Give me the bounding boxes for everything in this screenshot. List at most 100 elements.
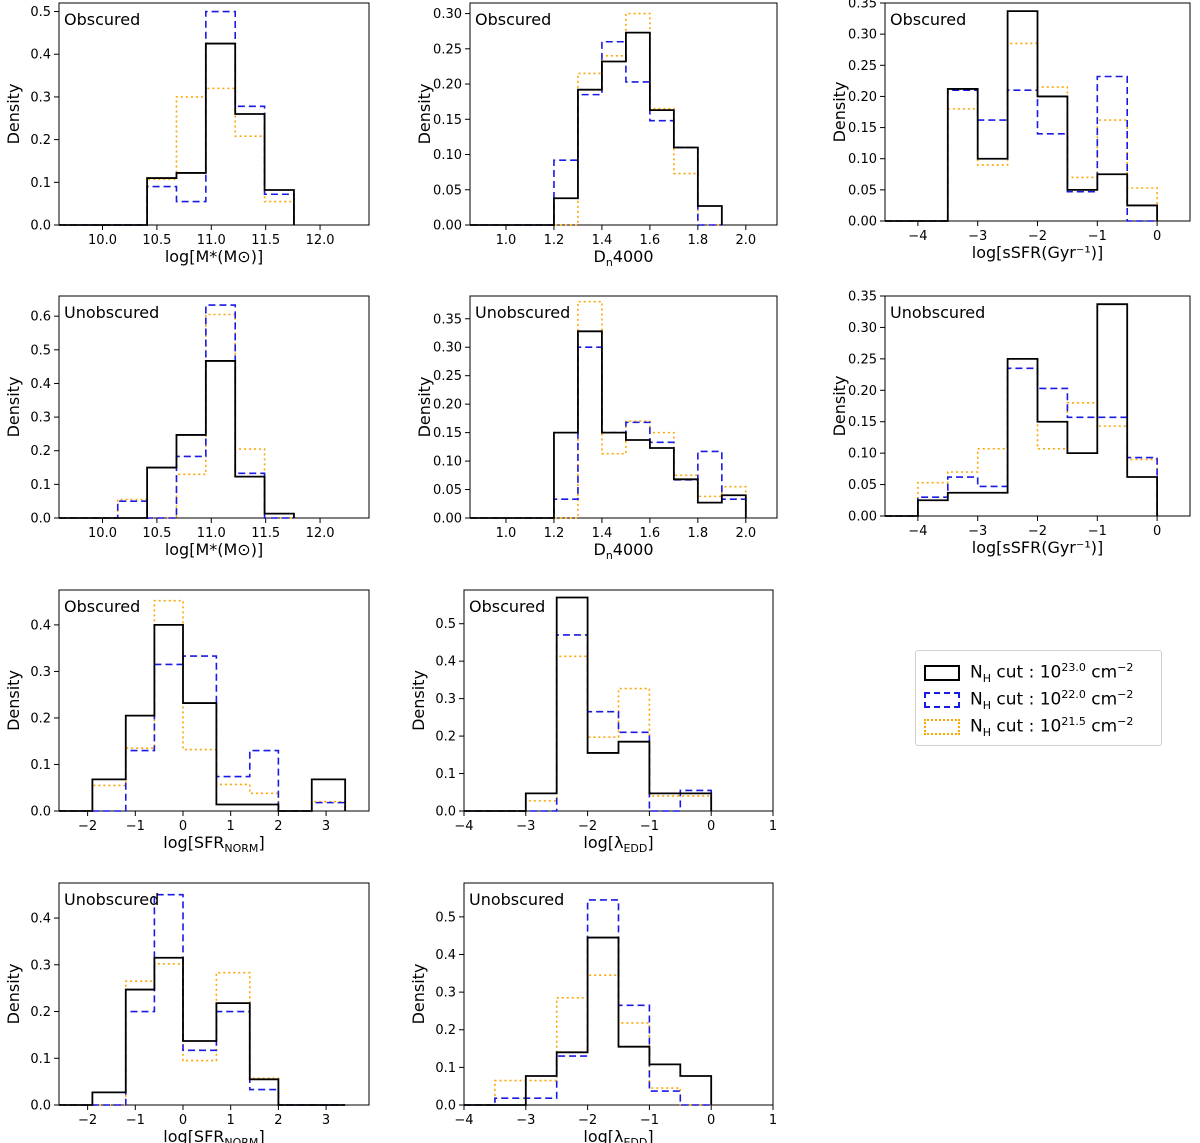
histogram-black bbox=[464, 596, 713, 812]
y-tick-label: 0.1 bbox=[30, 176, 51, 191]
x-tick-label: 12.0 bbox=[306, 233, 335, 248]
legend-swatch-black bbox=[924, 665, 960, 681]
legend: NH cut : 1023.0 cm−2 NH cut : 1022.0 cm−… bbox=[915, 650, 1162, 746]
panel-dn-obscured: 1.0 1.2 1.4 1.6 1.8 2.0 0.00 0.05 0.10 0.15 0.20 0.… bbox=[415, 2, 778, 269]
x-tick-label: 0 bbox=[707, 1113, 715, 1128]
legend-label-orange: NH cut : 1021.5 cm−2 bbox=[970, 714, 1134, 740]
x-tick-label: −2 bbox=[1028, 229, 1047, 244]
y-tick-label: 0.0 bbox=[435, 1099, 456, 1114]
y-tick-label: 0.05 bbox=[433, 183, 462, 198]
y-tick-label: 0.6 bbox=[30, 310, 51, 325]
x-tick-label: 1.6 bbox=[640, 233, 661, 248]
panel-title: Unobscured bbox=[64, 303, 159, 322]
x-tick-label: 2 bbox=[274, 1113, 282, 1128]
y-tick-label: 0.5 bbox=[435, 617, 456, 632]
x-tick-label: 0 bbox=[707, 819, 715, 834]
y-tick-label: 0.4 bbox=[30, 377, 51, 392]
x-tick-label: −3 bbox=[516, 1113, 535, 1128]
x-tick-label: 10.5 bbox=[142, 526, 171, 541]
y-tick-label: 0.1 bbox=[30, 758, 51, 773]
histogram-blue bbox=[59, 893, 346, 1106]
y-tick-label: 0.3 bbox=[435, 986, 456, 1001]
x-tick-label: 1.0 bbox=[496, 526, 517, 541]
y-tick-label: 0.2 bbox=[435, 1023, 456, 1038]
histogram-black bbox=[59, 42, 295, 226]
y-tick-label: 0.4 bbox=[30, 48, 51, 63]
y-tick-label: 0.15 bbox=[848, 121, 877, 136]
y-tick-label: 0.4 bbox=[435, 655, 456, 670]
y-axis-label: Density bbox=[409, 964, 428, 1025]
y-tick-label: 0.2 bbox=[30, 444, 51, 459]
y-tick-label: 0.3 bbox=[30, 90, 51, 105]
y-tick-label: 0.10 bbox=[848, 152, 877, 167]
panel-edd-unobscured: −4 −3 −2 −1 0 1 0.0 0.1 0.2 0.3 0.4 0.5 Unobscured De… bbox=[409, 882, 777, 1143]
x-tick-label: 1.8 bbox=[688, 233, 709, 248]
x-tick-label: 0 bbox=[179, 819, 187, 834]
panel-sfrnorm-obscured: −2 −1 0 1 2 3 0.0 0.1 0.2 0.3 0.4 Obscured Density lo… bbox=[4, 589, 370, 855]
x-tick-label: −1 bbox=[126, 819, 145, 834]
y-tick-label: 0.25 bbox=[433, 42, 462, 57]
panel-ssfr-obscured: −4 −3 −2 −1 0 0.00 0.05 0.10 0.15 0.20 0.25 0.30 0.3… bbox=[830, 0, 1191, 262]
histogram-black bbox=[59, 956, 346, 1106]
x-tick-label: 10.0 bbox=[88, 526, 117, 541]
y-axis-label: Density bbox=[4, 84, 23, 145]
histogram-black bbox=[470, 330, 747, 519]
x-axis-label: log[M*(M⊙)] bbox=[165, 540, 263, 559]
y-tick-label: 0.35 bbox=[848, 0, 877, 12]
x-tick-label: 11.0 bbox=[197, 233, 226, 248]
panel-mass-obscured: 10.0 10.5 11.0 11.5 12.0 0.0 0.1 0.2 0.3 0.4 0.5 Ob… bbox=[4, 2, 370, 266]
legend-entry-orange: NH cut : 1021.5 cm−2 bbox=[924, 715, 1133, 739]
histogram-orange bbox=[885, 358, 1158, 517]
axes-frame bbox=[463, 589, 774, 812]
histogram-orange bbox=[464, 974, 712, 1106]
x-tick-label: 1.4 bbox=[592, 526, 613, 541]
x-tick-label: 11.0 bbox=[197, 526, 226, 541]
legend-swatch-orange bbox=[924, 719, 960, 735]
y-tick-label: 0.25 bbox=[848, 59, 877, 74]
y-tick-label: 0.5 bbox=[435, 910, 456, 925]
x-tick-label: −2 bbox=[78, 1113, 97, 1128]
y-axis-label: Density bbox=[830, 376, 849, 437]
histogram-blue bbox=[59, 655, 346, 812]
y-tick-label: 0.30 bbox=[848, 28, 877, 43]
panel-dn-unobscured: 1.0 1.2 1.4 1.6 1.8 2.0 0.00 0.05 0.10 0.15 0.20 0.… bbox=[415, 295, 778, 562]
x-tick-label: −2 bbox=[578, 1113, 597, 1128]
histogram-black bbox=[470, 31, 723, 226]
x-tick-label: −2 bbox=[578, 819, 597, 834]
y-tick-label: 0.10 bbox=[433, 455, 462, 470]
y-tick-label: 0.10 bbox=[848, 447, 877, 462]
y-tick-label: 0.1 bbox=[435, 1061, 456, 1076]
x-tick-label: −4 bbox=[908, 524, 927, 539]
legend-swatch-blue bbox=[924, 692, 960, 708]
histogram-blue bbox=[885, 75, 1158, 222]
y-tick-label: 0.2 bbox=[435, 730, 456, 745]
x-tick-label: 2 bbox=[274, 819, 282, 834]
y-tick-label: 0.30 bbox=[433, 341, 462, 356]
histogram-black bbox=[59, 623, 347, 812]
y-axis-label: Density bbox=[409, 670, 428, 731]
y-tick-label: 0.4 bbox=[30, 618, 51, 633]
panel-title: Unobscured bbox=[890, 303, 985, 322]
panel-title: Unobscured bbox=[64, 890, 159, 909]
histogram-orange bbox=[59, 313, 294, 519]
x-axis-label: log[M*(M⊙)] bbox=[165, 247, 263, 266]
x-axis-label: log[SFRNORM] bbox=[163, 833, 264, 855]
x-tick-label: 10.5 bbox=[142, 233, 171, 248]
y-tick-label: 0.4 bbox=[435, 948, 456, 963]
x-tick-label: 2.0 bbox=[735, 233, 756, 248]
x-tick-label: −1 bbox=[640, 819, 659, 834]
y-tick-label: 0.25 bbox=[433, 369, 462, 384]
histogram-orange bbox=[470, 12, 722, 226]
y-axis-label: Density bbox=[4, 964, 23, 1025]
y-tick-label: 0.15 bbox=[848, 415, 877, 430]
x-tick-label: 1 bbox=[769, 1113, 777, 1128]
x-axis-label: log[SFRNORM] bbox=[163, 1127, 264, 1143]
y-tick-label: 0.30 bbox=[433, 7, 462, 22]
y-tick-label: 0.20 bbox=[433, 78, 462, 93]
panel-sfrnorm-unobscured: −2 −1 0 1 2 3 0.0 0.1 0.2 0.3 0.4 Unobscured Density… bbox=[4, 882, 370, 1143]
y-tick-label: 0.20 bbox=[433, 398, 462, 413]
x-tick-label: −1 bbox=[1088, 229, 1107, 244]
x-axis-label: log[λEDD] bbox=[583, 1127, 653, 1143]
y-tick-label: 0.2 bbox=[30, 133, 51, 148]
y-tick-label: 0.5 bbox=[30, 343, 51, 358]
